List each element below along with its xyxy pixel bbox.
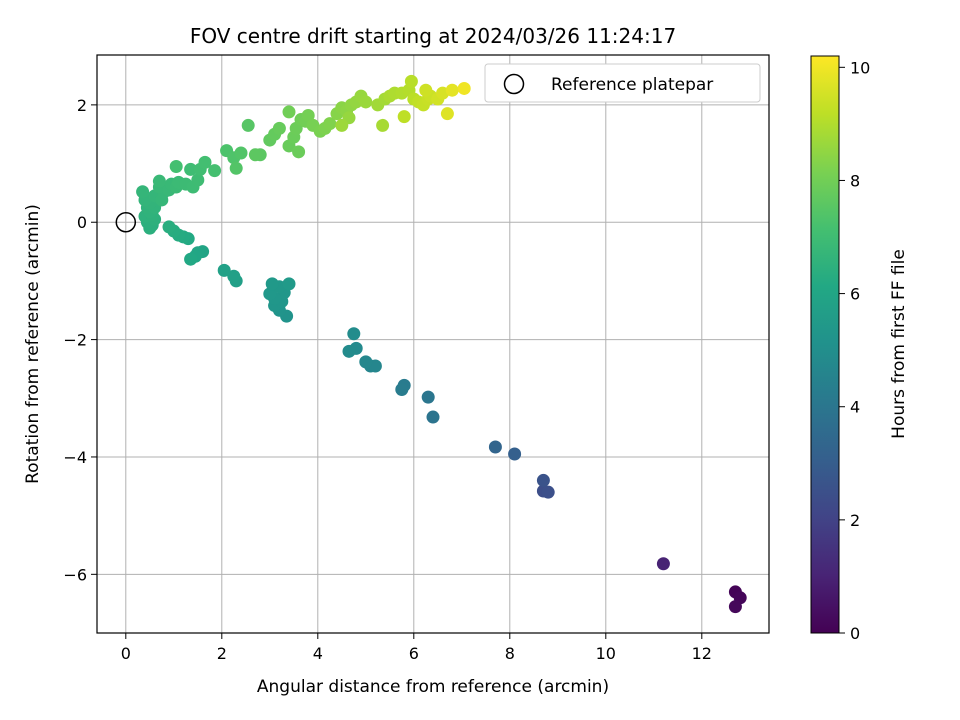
x-tick-label: 8 [505, 644, 515, 663]
data-point [234, 146, 248, 160]
data-point [508, 447, 522, 461]
data-point [656, 557, 670, 571]
data-point [397, 110, 411, 124]
data-point [404, 74, 418, 88]
data-point [282, 105, 296, 119]
data-point [292, 145, 306, 159]
y-tick-label: −6 [63, 565, 87, 584]
data-point [541, 485, 555, 499]
data-point [263, 287, 277, 301]
colorbar-tick-label: 0 [850, 624, 860, 643]
x-tick-label: 6 [409, 644, 419, 663]
colorbar-label: Hours from first FF file [889, 249, 909, 439]
data-point [265, 277, 279, 291]
data-points [115, 74, 747, 614]
colorbar-tick-label: 10 [850, 58, 870, 77]
data-point [162, 220, 176, 234]
x-axis-ticks: 0 2 4 6 8 10 12 [121, 633, 712, 663]
data-point [395, 382, 409, 396]
x-tick-label: 4 [313, 644, 323, 663]
data-point [198, 155, 212, 169]
data-point [376, 118, 390, 132]
data-point [208, 164, 222, 178]
plot-frame [96, 54, 770, 634]
colorbar-tick-label: 2 [850, 511, 860, 530]
data-point [457, 81, 471, 95]
data-point [169, 159, 183, 173]
data-point [248, 148, 262, 162]
data-point [152, 174, 166, 188]
data-point [323, 117, 337, 131]
data-point [440, 107, 454, 121]
data-point [217, 263, 231, 277]
y-axis-label: Rotation from reference (arcmin) [23, 204, 43, 484]
data-point [184, 162, 198, 176]
legend-box [484, 63, 761, 103]
y-tick-label: 0 [77, 213, 87, 232]
data-point [191, 173, 205, 187]
data-point [272, 121, 286, 135]
data-point [426, 410, 440, 424]
legend-marker [503, 73, 525, 95]
data-point [282, 277, 296, 291]
reference-point-marker [115, 211, 137, 233]
data-point [728, 600, 742, 614]
data-point [488, 440, 502, 454]
data-point [419, 83, 433, 97]
data-point [301, 108, 315, 122]
data-point [536, 473, 550, 487]
colorbar-tick-label: 6 [850, 285, 860, 304]
chart-title: FOV centre drift starting at 2024/03/26 … [190, 24, 676, 48]
data-point [241, 118, 255, 132]
data-point [335, 118, 349, 132]
colorbar-tick-label: 4 [850, 398, 860, 417]
colorbar: 0 2 4 6 8 10 Hours from first FF file [810, 55, 909, 643]
colorbar-ticks: 0 2 4 6 8 10 [839, 58, 870, 643]
legend-label: Reference platepar [551, 75, 713, 95]
data-point [229, 161, 243, 175]
x-axis-label: Angular distance from reference (arcmin) [257, 677, 609, 697]
colorbar-tick-label: 8 [850, 171, 860, 190]
data-point [359, 355, 373, 369]
data-point [184, 252, 198, 266]
y-axis-ticks: −6 −4 −2 0 2 [63, 96, 97, 584]
colorbar-gradient [810, 55, 840, 634]
y-tick-label: −2 [63, 331, 87, 350]
x-tick-label: 2 [217, 644, 227, 663]
data-point [227, 269, 241, 283]
data-point [347, 327, 361, 341]
legend: Reference platepar [484, 63, 761, 103]
y-tick-label: −4 [63, 448, 87, 467]
x-tick-label: 0 [121, 644, 131, 663]
data-point [359, 95, 373, 109]
data-point [136, 185, 150, 199]
x-tick-label: 12 [692, 644, 712, 663]
data-point [421, 390, 435, 404]
y-tick-label: 2 [77, 96, 87, 115]
data-point [445, 83, 459, 97]
x-tick-label: 10 [596, 644, 616, 663]
data-point [342, 344, 356, 358]
grid [97, 55, 769, 633]
